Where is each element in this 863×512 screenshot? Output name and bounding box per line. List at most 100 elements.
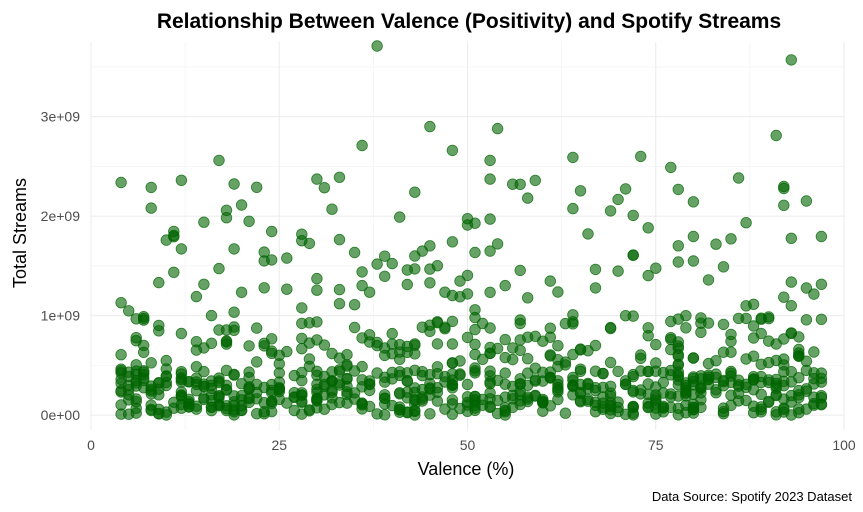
data-point: [198, 378, 210, 390]
data-point: [296, 302, 308, 314]
data-point: [153, 276, 165, 289]
data-point: [431, 317, 444, 329]
data-point: [604, 356, 617, 369]
data-point: [348, 321, 361, 334]
data-point: [559, 317, 572, 330]
data-point: [318, 403, 331, 415]
data-point: [740, 353, 752, 365]
data-point: [507, 401, 519, 414]
data-point: [544, 275, 557, 287]
data-point: [409, 364, 421, 377]
data-point: [484, 322, 496, 334]
data-point: [303, 237, 316, 250]
data-point: [122, 305, 135, 317]
data-point: [115, 386, 127, 398]
data-point: [589, 384, 602, 397]
data-point: [793, 350, 805, 362]
data-point: [228, 178, 240, 190]
data-point: [522, 292, 534, 304]
data-point: [439, 323, 451, 335]
data-point: [461, 219, 474, 231]
data-point: [491, 122, 504, 135]
data-point: [627, 209, 639, 222]
data-point: [785, 54, 798, 66]
data-point: [145, 399, 157, 411]
y-tick-label: 0e+00: [41, 407, 81, 423]
data-point: [725, 233, 737, 245]
data-point: [228, 368, 240, 381]
data-point: [627, 249, 639, 261]
data-point: [258, 408, 270, 420]
data-point: [243, 383, 255, 395]
data-point: [416, 321, 429, 333]
data-point: [303, 360, 316, 373]
data-point: [371, 367, 383, 379]
data-source-caption: Data Source: Spotify 2023 Dataset: [652, 489, 853, 504]
data-point: [386, 327, 398, 340]
data-point: [755, 327, 767, 340]
data-point: [589, 282, 602, 294]
data-point: [612, 265, 624, 277]
data-point: [552, 340, 564, 352]
data-point: [446, 338, 459, 350]
data-point: [785, 276, 798, 288]
data-point: [243, 366, 255, 378]
data-point: [198, 278, 210, 291]
data-point: [416, 393, 429, 405]
data-points: [115, 40, 828, 421]
data-point: [273, 382, 286, 395]
data-point: [266, 333, 278, 345]
data-point: [800, 314, 813, 326]
data-point: [778, 182, 790, 195]
data-point: [409, 250, 421, 262]
data-point: [574, 185, 587, 197]
data-point: [409, 263, 421, 275]
data-point: [491, 394, 504, 407]
data-point: [808, 288, 820, 300]
data-point: [115, 297, 127, 309]
data-point: [379, 250, 391, 262]
data-point: [612, 193, 624, 206]
data-point: [363, 286, 376, 298]
data-point: [386, 373, 398, 385]
data-point: [484, 286, 496, 299]
data-point: [311, 173, 323, 185]
data-point: [175, 327, 188, 340]
data-point: [740, 300, 752, 312]
data-point: [635, 388, 647, 400]
data-point: [672, 256, 685, 268]
data-point: [266, 225, 278, 238]
data-point: [303, 317, 316, 329]
data-point: [815, 230, 828, 243]
data-point: [205, 309, 218, 322]
data-point: [348, 246, 361, 259]
data-point: [755, 403, 767, 416]
data-point: [514, 178, 526, 191]
data-point: [333, 233, 346, 246]
data-point: [808, 346, 820, 358]
data-point: [356, 139, 368, 152]
data-point: [778, 393, 790, 405]
data-point: [281, 283, 293, 295]
data-point: [379, 349, 391, 362]
data-point: [371, 258, 383, 270]
data-point: [672, 348, 685, 361]
data-point: [755, 313, 767, 325]
data-point: [582, 228, 594, 240]
data-point: [416, 383, 429, 396]
data-point: [401, 340, 414, 353]
data-point: [213, 376, 225, 389]
data-point: [251, 356, 263, 368]
data-point: [732, 380, 745, 392]
data-point: [281, 252, 293, 264]
y-tick-label: 3e+09: [41, 109, 81, 125]
data-point: [725, 365, 737, 378]
data-point: [687, 352, 700, 364]
data-point: [672, 409, 685, 421]
data-point: [800, 385, 813, 397]
data-point: [469, 338, 481, 351]
data-point: [680, 310, 692, 322]
x-tick-label: 0: [87, 437, 95, 453]
data-point: [469, 323, 481, 336]
